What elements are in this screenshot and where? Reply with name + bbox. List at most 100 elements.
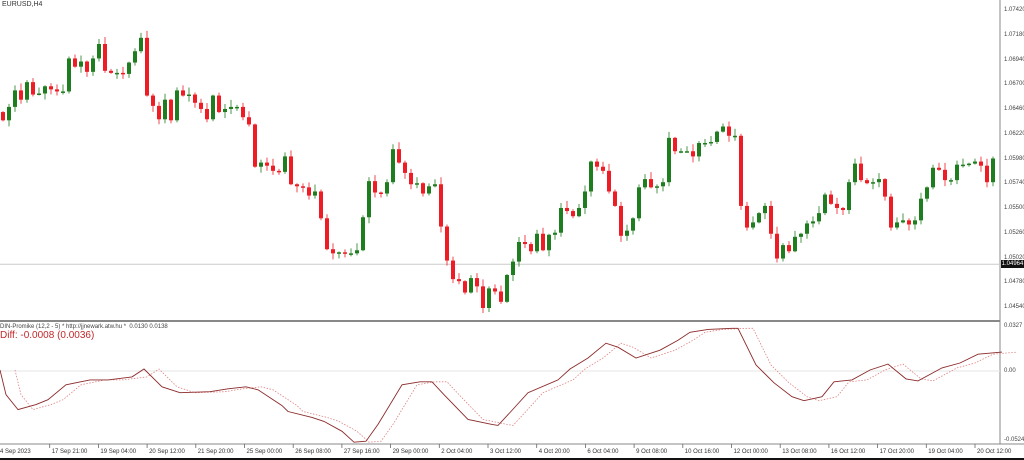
- candle: [421, 182, 425, 197]
- candle: [463, 280, 467, 295]
- candle-body: [967, 163, 971, 166]
- candle-body: [499, 291, 503, 302]
- candle-body: [703, 143, 707, 145]
- candle-body: [937, 167, 941, 170]
- candle-body: [637, 187, 641, 219]
- candle-body: [715, 131, 719, 142]
- candle-body: [571, 211, 575, 217]
- candle: [253, 123, 257, 168]
- candle: [523, 235, 527, 249]
- candle: [679, 148, 683, 154]
- indicator-diff-label: Diff: -0.0008 (0.0036): [0, 330, 95, 341]
- candle-body: [481, 286, 485, 308]
- candle-body: [463, 281, 467, 293]
- time-tick-label: 17 Oct 20:00: [879, 449, 914, 455]
- candle: [931, 164, 935, 190]
- indicator-title: DIN-Promike (12,2 - 5) * http://jjnewark…: [0, 324, 168, 330]
- candle-body: [535, 233, 539, 252]
- candle: [901, 213, 905, 224]
- time-tick-label: 9 Oct 08:00: [636, 449, 668, 455]
- candle-body: [679, 151, 683, 153]
- candle-body: [133, 51, 137, 63]
- candle-body: [811, 221, 815, 224]
- candle-body: [541, 233, 545, 251]
- time-tick-label: 4 Sep 2023: [0, 449, 31, 455]
- candle-body: [97, 44, 101, 59]
- candle-body: [655, 186, 659, 188]
- indicator-group: [0, 327, 1018, 443]
- candle: [181, 85, 185, 97]
- candle-body: [379, 192, 383, 194]
- candle-body: [817, 213, 821, 222]
- candle-body: [799, 233, 803, 237]
- time-tick-label: 12 Oct 00:00: [733, 449, 768, 455]
- candle: [817, 206, 821, 225]
- candle: [709, 135, 713, 146]
- candle: [115, 68, 119, 79]
- candle: [325, 214, 329, 251]
- candle: [535, 229, 539, 254]
- candle: [25, 80, 29, 103]
- candle: [835, 197, 839, 214]
- candle: [97, 39, 101, 62]
- candle-body: [457, 279, 461, 282]
- candle-body: [523, 242, 527, 245]
- candle: [151, 93, 155, 112]
- candle: [745, 201, 749, 231]
- candle: [577, 203, 581, 218]
- candle-body: [73, 58, 77, 67]
- candle-body: [397, 149, 401, 163]
- candle: [337, 251, 341, 259]
- candle: [859, 156, 863, 183]
- candle: [631, 217, 635, 235]
- candle: [769, 200, 773, 239]
- candle: [733, 128, 737, 141]
- candle: [343, 249, 347, 258]
- price-tick-label: 1.04780: [1004, 279, 1024, 286]
- candle-body: [7, 106, 11, 121]
- price-tick-label: 1.05020: [1004, 254, 1024, 261]
- candle-body: [625, 230, 629, 236]
- candle: [61, 84, 65, 95]
- candle-body: [241, 106, 245, 118]
- candle: [775, 226, 779, 263]
- candle-body: [223, 108, 227, 113]
- candle-body: [271, 165, 275, 171]
- candle-body: [1, 112, 5, 121]
- candle-body: [889, 196, 893, 228]
- candle-body: [157, 105, 161, 120]
- candle-body: [469, 278, 473, 293]
- candle-body: [127, 62, 131, 74]
- candle: [589, 160, 593, 197]
- time-tick-label: 3 Oct 12:00: [490, 449, 522, 455]
- candle-body: [991, 158, 995, 183]
- candle: [979, 156, 983, 172]
- candle: [289, 150, 293, 186]
- candle: [691, 144, 695, 163]
- candle: [193, 92, 197, 108]
- candle-body: [613, 191, 617, 206]
- candle-body: [145, 37, 149, 96]
- candle-body: [841, 207, 845, 211]
- candle-body: [367, 181, 371, 218]
- candle: [217, 92, 221, 114]
- candle: [889, 193, 893, 231]
- candle: [547, 233, 551, 257]
- candle-body: [511, 261, 515, 275]
- candle-body: [343, 252, 347, 254]
- candle: [121, 66, 125, 79]
- candle: [1, 111, 5, 122]
- candle: [109, 68, 113, 74]
- candle: [937, 162, 941, 171]
- time-tick-label: 17 Sep 21:00: [51, 449, 88, 455]
- candle: [721, 123, 725, 133]
- candle: [271, 158, 275, 175]
- candle-body: [253, 124, 257, 167]
- candle: [397, 142, 401, 164]
- candle: [973, 158, 977, 165]
- candle-body: [673, 137, 677, 152]
- candle: [355, 243, 359, 256]
- candle: [379, 191, 383, 198]
